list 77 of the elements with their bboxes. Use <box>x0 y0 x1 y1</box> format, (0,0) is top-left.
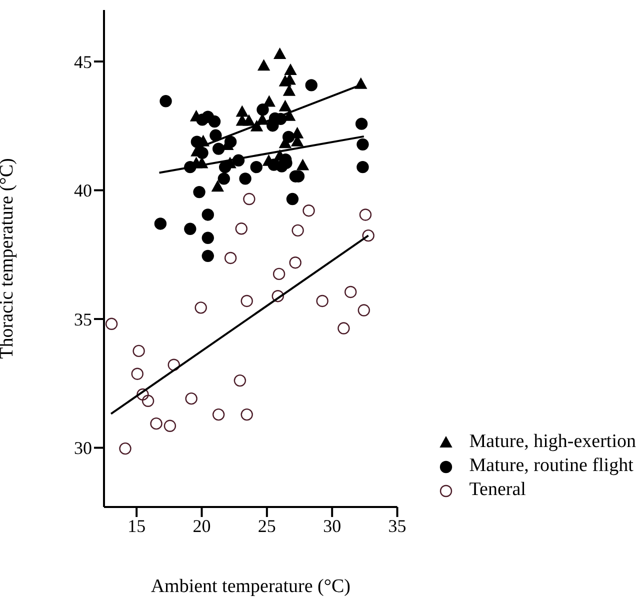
x-tick-label: 35 <box>388 516 406 536</box>
point <box>344 286 357 298</box>
point <box>279 100 292 112</box>
y-tick-label: 45 <box>74 52 92 72</box>
point <box>224 252 237 264</box>
point <box>236 106 248 117</box>
point <box>316 294 328 308</box>
point <box>242 114 255 126</box>
point <box>119 442 132 455</box>
x-tick-label: 15 <box>128 516 146 536</box>
point <box>235 222 248 235</box>
point <box>202 232 214 244</box>
x-axis-title: Ambient temperature (°C) <box>150 576 350 597</box>
x-tick-label: 20 <box>192 516 211 536</box>
point <box>196 146 208 160</box>
point <box>224 136 237 148</box>
point <box>305 79 318 92</box>
point <box>185 392 198 405</box>
point <box>202 250 214 262</box>
point <box>358 304 370 316</box>
point <box>302 204 315 217</box>
x-tick-label: 30 <box>323 516 342 536</box>
point <box>168 358 180 371</box>
point <box>359 208 372 221</box>
point <box>164 420 176 432</box>
point <box>356 160 369 174</box>
point <box>105 318 118 330</box>
point <box>296 159 309 170</box>
y-tick-label: 40 <box>74 180 92 201</box>
point <box>240 294 253 308</box>
point <box>284 64 297 76</box>
point <box>286 192 299 206</box>
point <box>355 118 368 130</box>
y-tick-label: 35 <box>74 309 92 330</box>
point <box>272 290 284 302</box>
point <box>193 186 206 198</box>
point <box>150 417 162 430</box>
point <box>272 268 286 280</box>
point <box>210 129 222 142</box>
legend-label: Mature, routine flight <box>468 454 634 478</box>
point <box>338 322 350 334</box>
point <box>282 130 295 144</box>
point <box>356 138 369 151</box>
point <box>243 192 256 206</box>
point <box>250 160 262 174</box>
point <box>289 256 302 269</box>
point <box>256 104 269 116</box>
legend-label: Teneral <box>468 478 527 502</box>
point <box>239 172 252 185</box>
point <box>218 160 232 174</box>
point <box>279 75 292 86</box>
point <box>212 408 225 421</box>
point <box>258 60 270 71</box>
point <box>184 222 196 235</box>
point <box>160 95 172 108</box>
point <box>132 344 145 358</box>
point <box>136 388 149 401</box>
point <box>212 180 224 192</box>
point <box>208 115 221 128</box>
point <box>142 394 154 408</box>
y-tick-label: 30 <box>74 438 92 458</box>
point <box>154 218 167 230</box>
point <box>234 374 246 387</box>
legend-label: Mature, high-exertion <box>468 430 636 454</box>
point <box>283 84 296 96</box>
point <box>194 302 207 314</box>
point <box>266 120 279 132</box>
point <box>362 229 374 242</box>
x-tick-label: 25 <box>258 516 276 536</box>
point <box>292 224 304 237</box>
point <box>131 368 144 380</box>
point <box>218 172 230 185</box>
point <box>202 208 214 221</box>
point <box>274 48 286 60</box>
point <box>212 142 225 155</box>
point <box>354 78 367 89</box>
point <box>240 408 253 421</box>
